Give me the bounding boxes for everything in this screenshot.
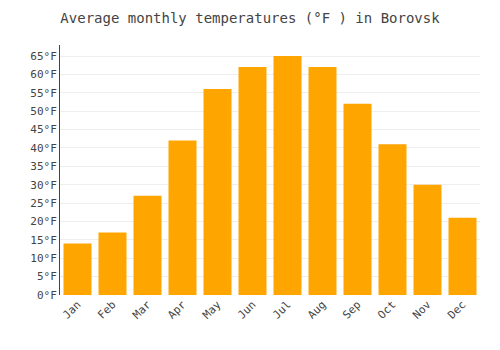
svg-text:30°F: 30°F (30, 179, 57, 192)
svg-text:60°F: 60°F (30, 68, 57, 81)
svg-text:10°F: 10°F (30, 252, 57, 265)
svg-text:Average monthly temperatures (: Average monthly temperatures (°F ) in Bo… (60, 10, 440, 26)
svg-text:45°F: 45°F (30, 123, 57, 136)
svg-text:25°F: 25°F (30, 197, 57, 210)
svg-text:55°F: 55°F (30, 87, 57, 100)
svg-text:Jun: Jun (235, 298, 258, 321)
svg-text:Mar: Mar (130, 298, 154, 322)
svg-text:Apr: Apr (165, 298, 189, 322)
svg-text:Nov: Nov (410, 298, 434, 322)
svg-text:Oct: Oct (375, 298, 398, 321)
svg-text:40°F: 40°F (30, 142, 57, 155)
svg-text:Dec: Dec (445, 298, 468, 321)
svg-text:Aug: Aug (305, 298, 328, 321)
svg-text:35°F: 35°F (30, 160, 57, 173)
svg-text:5°F: 5°F (37, 270, 57, 283)
svg-text:Sep: Sep (340, 298, 363, 321)
svg-text:50°F: 50°F (30, 105, 57, 118)
svg-text:May: May (200, 298, 224, 322)
svg-text:20°F: 20°F (30, 215, 57, 228)
svg-text:Jul: Jul (270, 298, 293, 321)
svg-text:65°F: 65°F (30, 50, 57, 63)
svg-text:0°F: 0°F (37, 289, 57, 302)
svg-text:Jan: Jan (60, 298, 83, 321)
svg-text:Feb: Feb (95, 298, 118, 321)
svg-text:15°F: 15°F (30, 234, 57, 247)
